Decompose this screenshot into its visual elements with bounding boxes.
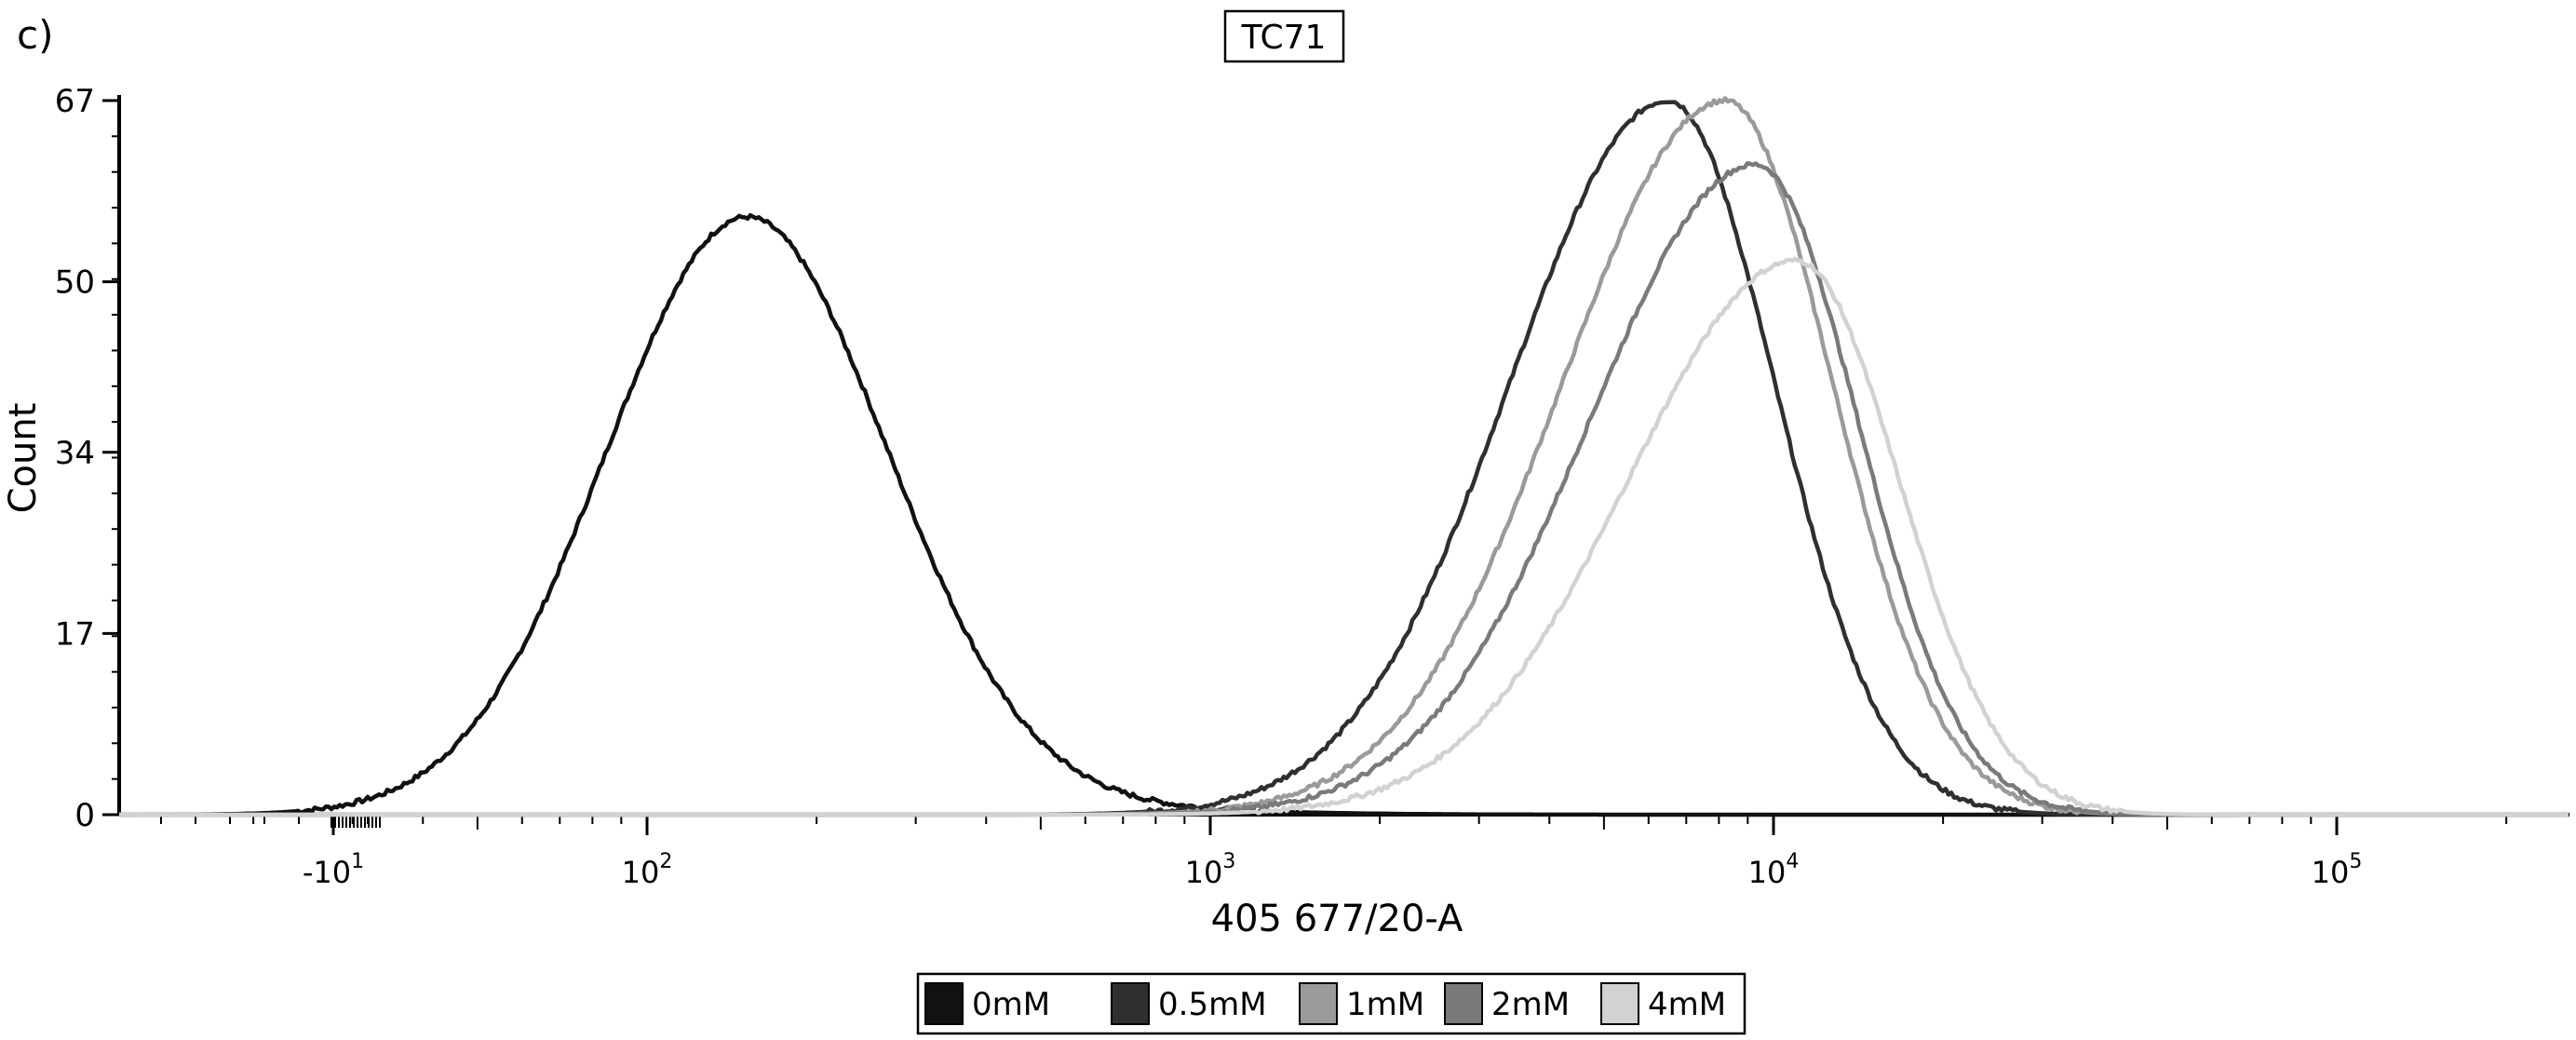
series-line-2mM [119,161,2569,817]
y-tick-label: 0 [74,797,95,834]
title-box [1223,9,1345,63]
y-tick-label: 67 [55,83,95,120]
x-axis: -101 102 103 104 105 [119,813,2569,890]
x-axis-label: 405 677/20-A [1211,898,1463,940]
x-tick-label: 102 [622,850,673,890]
legend-swatch [1444,982,1483,1025]
chart-title: TC71 [1241,19,1327,57]
y-tick-label: 50 [55,264,95,302]
y-axis: 0 17 34 50 67 [55,83,121,834]
legend: 0mM 0.5mM 1mM 2mM 4mM [916,972,1747,1035]
legend-label: 2mM [1491,986,1570,1023]
x-tick-label: 104 [1748,850,1800,890]
legend-label: 4mM [1648,986,1726,1023]
series-layer [119,96,2569,817]
legend-swatch [1299,982,1338,1025]
panel-label: c) [17,12,53,58]
legend-label: 0mM [972,986,1050,1023]
legend-label: 0.5mM [1158,986,1267,1023]
y-tick-label: 17 [55,615,95,653]
series-line-4mM [119,256,2569,817]
legend-swatch [924,982,964,1025]
x-tick-label: 103 [1185,850,1236,890]
x-tick-label: -101 [303,850,364,890]
x-tick-label: 105 [2312,850,2363,890]
y-tick-label: 34 [55,435,95,472]
y-axis-label: Count [2,403,45,514]
legend-label: 1mM [1346,986,1424,1023]
legend-swatch [1600,982,1639,1025]
legend-swatch [1111,982,1150,1025]
